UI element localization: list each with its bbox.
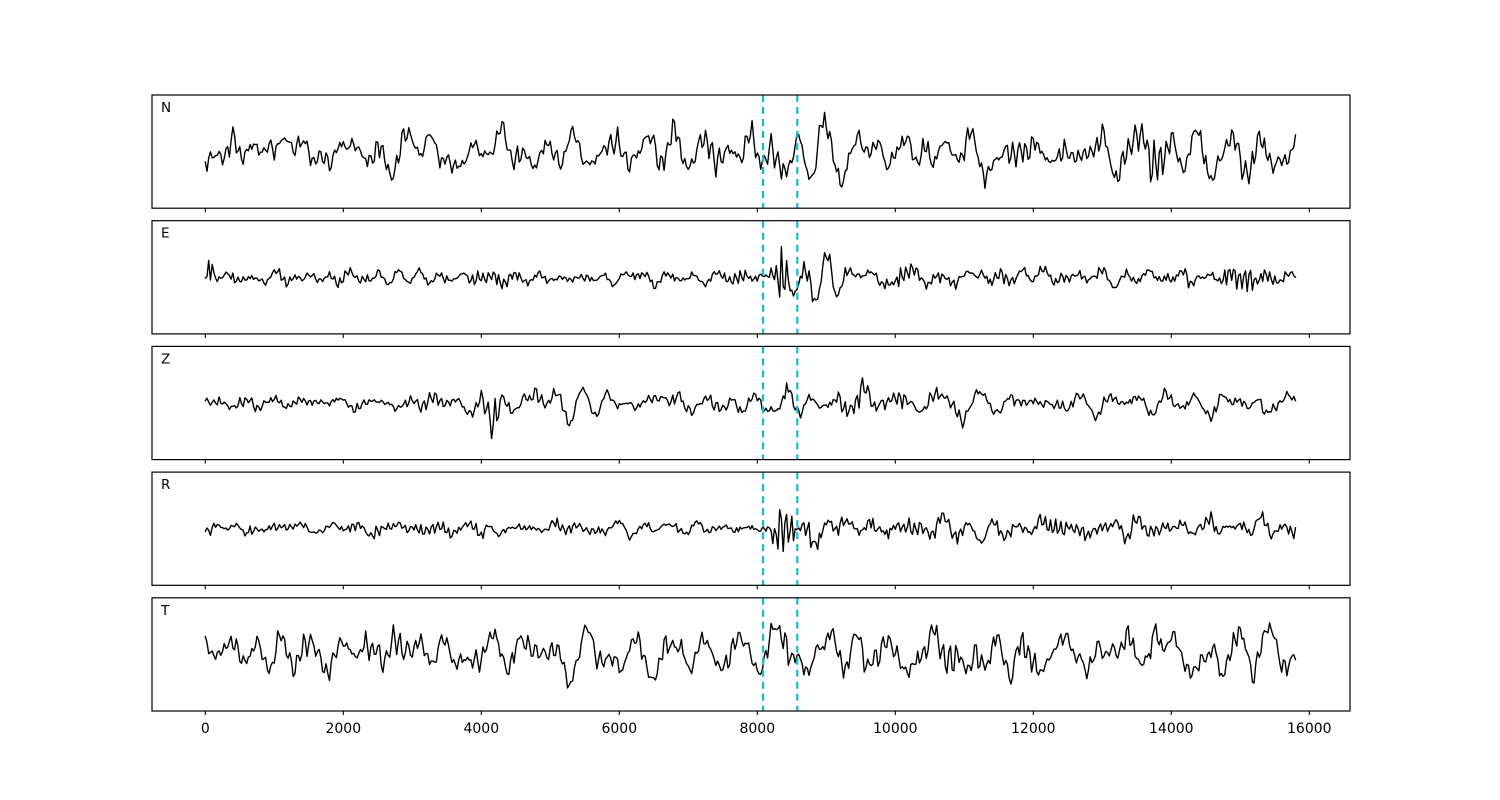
panel-Z: Z: [151, 345, 1351, 464]
x-tick-label: 10000: [873, 721, 918, 737]
panel-E: E: [151, 220, 1351, 338]
panel-border-Z: [151, 345, 1351, 461]
x-tick-label: 16000: [1287, 721, 1332, 737]
waveform-R: [204, 509, 1297, 553]
x-tick-label: 12000: [1011, 721, 1056, 737]
x-tick-label: 8000: [739, 721, 775, 737]
panel-label-N: N: [161, 100, 171, 116]
panel-border-R: [151, 471, 1351, 586]
panel-T: T: [151, 597, 1351, 715]
x-tick-label: 0: [201, 721, 210, 737]
panel-label-E: E: [161, 226, 170, 242]
waveform-Z: [204, 377, 1297, 440]
panel-label-R: R: [161, 477, 170, 493]
panel-border-T: [151, 597, 1351, 712]
panel-border-N: [151, 94, 1351, 209]
panel-N: N: [151, 94, 1351, 213]
x-tick-label: 6000: [601, 721, 637, 737]
panel-label-T: T: [160, 603, 170, 619]
panel-label-Z: Z: [161, 351, 170, 367]
panel-border-E: [151, 220, 1351, 335]
x-tick-label: 4000: [463, 721, 499, 737]
x-tick-label: 14000: [1149, 721, 1194, 737]
x-axis: 0 2000 4000 6000 8000 10000 12000 14000 16000: [201, 721, 1332, 737]
waveform-N: [204, 111, 1297, 189]
waveform-T: [204, 622, 1297, 689]
panel-R: R: [151, 471, 1351, 590]
x-tick-label: 2000: [325, 721, 361, 737]
waveform-E: [204, 245, 1297, 303]
